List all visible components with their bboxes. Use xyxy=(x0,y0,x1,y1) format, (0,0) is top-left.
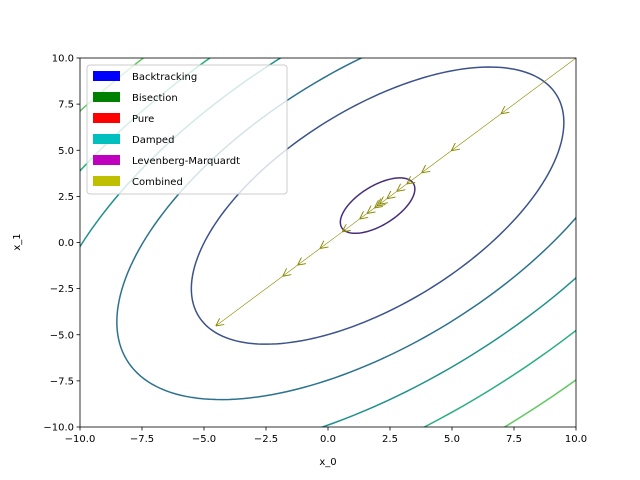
legend-label: Bisection xyxy=(132,93,178,104)
y-tick-label: 7.5 xyxy=(58,100,74,111)
contour-line xyxy=(116,58,576,401)
y-axis-label: x_1 xyxy=(12,233,23,250)
legend-label: Backtracking xyxy=(132,72,197,83)
x-tick-label: 2.5 xyxy=(382,434,398,445)
legend-label: Combined xyxy=(132,177,183,188)
legend-swatch xyxy=(93,134,120,144)
legend-swatch xyxy=(93,92,120,102)
optimization-path xyxy=(216,58,576,326)
contour-line xyxy=(190,66,565,345)
legend-swatch xyxy=(93,113,120,123)
x-tick-label: 10.0 xyxy=(565,434,587,445)
legend-label: Levenberg-Marquardt xyxy=(132,156,240,167)
x-tick-label: 5.0 xyxy=(444,434,460,445)
legend: Backtracking Bisection Pure Damped Levenberg… xyxy=(86,64,288,195)
x-tick-label: −10.0 xyxy=(65,434,96,445)
y-tick-label: 0.0 xyxy=(58,238,74,249)
legend-label: Damped xyxy=(132,135,174,146)
x-axis-label: x_0 xyxy=(319,457,336,468)
y-tick-label: −5.0 xyxy=(50,330,74,341)
x-tick-label: −5.0 xyxy=(192,434,216,445)
y-tick-label: −7.5 xyxy=(50,376,74,387)
y-tick-label: −2.5 xyxy=(50,284,74,295)
legend-swatch xyxy=(93,155,120,165)
x-tick-label: 0.0 xyxy=(320,434,336,445)
x-tick-label: −2.5 xyxy=(254,434,278,445)
x-tick-label: 7.5 xyxy=(506,434,522,445)
legend-label: Pure xyxy=(132,114,154,125)
y-tick-label: 2.5 xyxy=(58,192,74,203)
y-tick-label: 10.0 xyxy=(52,54,74,65)
y-tick-label: 5.0 xyxy=(58,146,74,157)
y-tick-label: −10.0 xyxy=(43,423,74,434)
legend-frame xyxy=(86,64,288,195)
legend-swatch xyxy=(93,71,120,81)
x-tick-label: −7.5 xyxy=(130,434,154,445)
legend-swatch xyxy=(93,176,120,186)
